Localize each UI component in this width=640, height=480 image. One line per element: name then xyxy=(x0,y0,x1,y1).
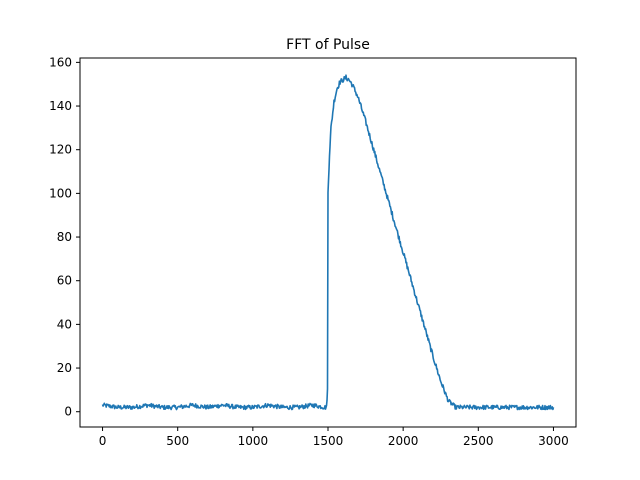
x-tick-label: 2500 xyxy=(463,434,494,448)
chart-title: FFT of Pulse xyxy=(286,37,370,53)
series-line-0 xyxy=(101,74,555,411)
y-tick-label: 0 xyxy=(64,405,72,419)
x-tick-label: 3000 xyxy=(538,434,569,448)
x-tick-label: 1000 xyxy=(238,434,269,448)
plot-area xyxy=(101,74,555,411)
y-tick-label: 60 xyxy=(57,274,72,288)
x-tick-label: 1500 xyxy=(313,434,344,448)
x-tick-label: 500 xyxy=(166,434,189,448)
x-axis: 0 500 1000 1500 2000 2500 3000 xyxy=(99,427,569,448)
y-tick-label: 100 xyxy=(49,186,72,200)
y-tick-label: 20 xyxy=(57,361,72,375)
y-axis: 0 20 40 60 80 100 120 140 160 xyxy=(49,55,80,419)
x-tick-label: 2000 xyxy=(388,434,419,448)
y-tick-label: 80 xyxy=(57,230,72,244)
y-tick-label: 140 xyxy=(49,99,72,113)
plot-frame xyxy=(79,57,577,428)
x-tick-label: 0 xyxy=(99,434,107,448)
y-tick-label: 160 xyxy=(49,55,72,69)
y-tick-label: 120 xyxy=(49,143,72,157)
y-tick-label: 40 xyxy=(57,317,72,331)
